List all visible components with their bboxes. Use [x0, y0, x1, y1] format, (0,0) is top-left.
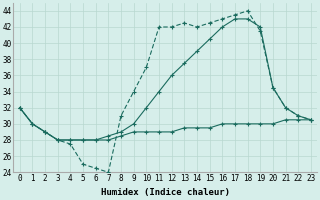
X-axis label: Humidex (Indice chaleur): Humidex (Indice chaleur) [101, 188, 230, 197]
